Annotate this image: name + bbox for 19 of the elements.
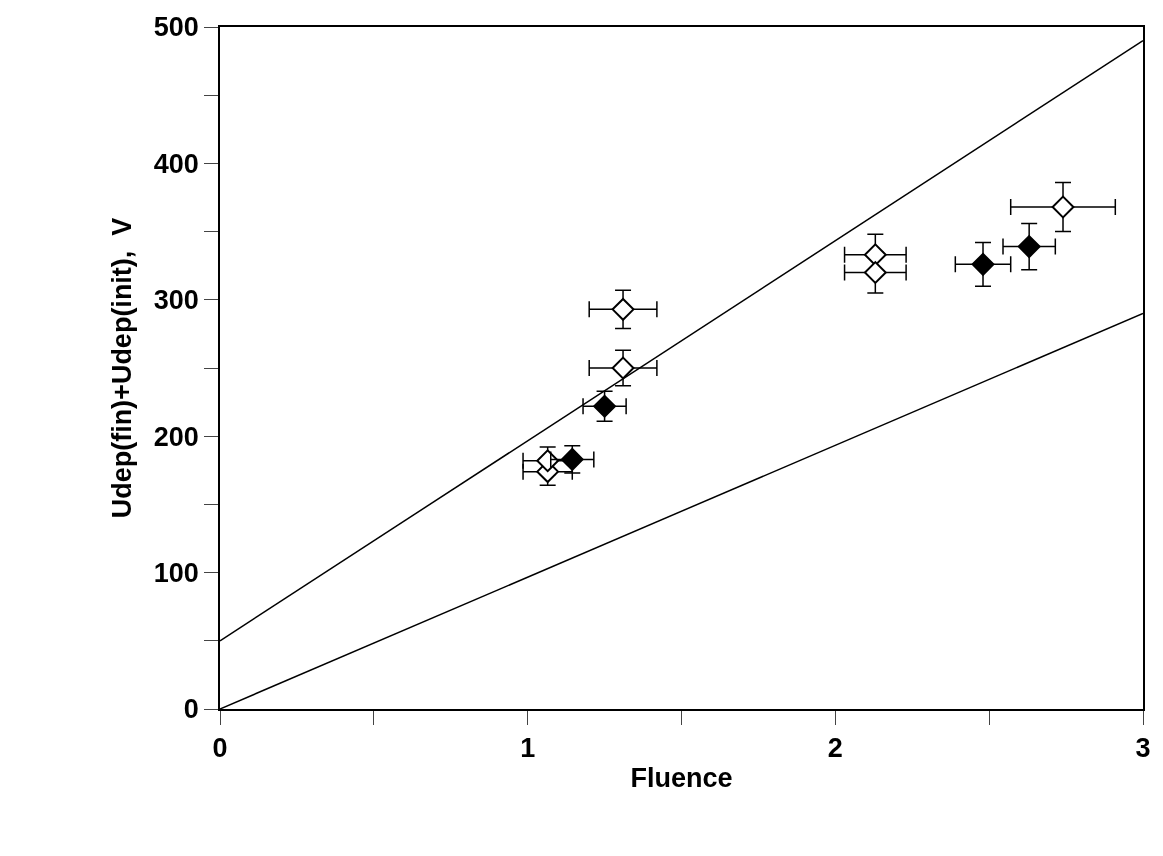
y-tick-label: 0 bbox=[183, 694, 199, 725]
y-tick-label: 500 bbox=[153, 12, 199, 43]
x-tick-label: 0 bbox=[212, 733, 228, 764]
point bbox=[863, 243, 887, 267]
x-axis-title: Fluence bbox=[630, 763, 733, 794]
x-tick-label: 2 bbox=[827, 733, 843, 764]
point bbox=[1051, 195, 1075, 219]
point bbox=[611, 356, 635, 380]
point bbox=[971, 252, 995, 276]
y-tick-label: 400 bbox=[153, 148, 199, 179]
point bbox=[863, 261, 887, 284]
x-tick-label: 1 bbox=[520, 733, 536, 764]
y-tick-label: 100 bbox=[153, 558, 199, 589]
y-tick-label: 200 bbox=[153, 421, 199, 452]
point bbox=[611, 297, 635, 321]
y-tick-label: 300 bbox=[153, 285, 199, 316]
y-axis-title: Udep(fin)+Udep(init), V bbox=[107, 217, 138, 519]
x-tick-label: 3 bbox=[1135, 733, 1151, 764]
point bbox=[1017, 235, 1041, 258]
